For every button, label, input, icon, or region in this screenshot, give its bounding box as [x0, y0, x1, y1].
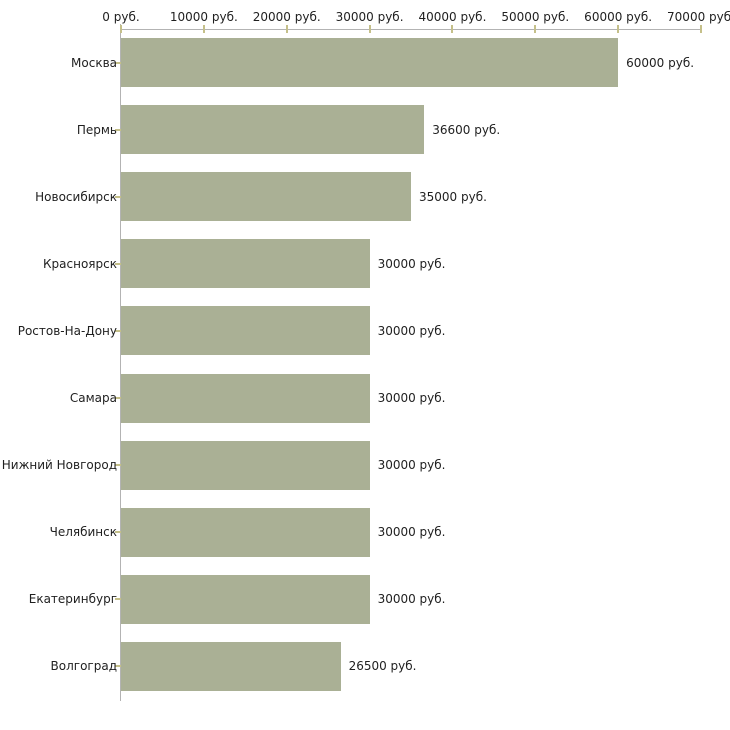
y-axis-line: [120, 24, 121, 701]
x-axis-label: 50000 руб.: [501, 10, 570, 24]
category-label: Челябинск: [49, 525, 117, 540]
bar: [121, 641, 341, 691]
category-label: Нижний Новгород: [1, 458, 117, 473]
x-axis-tick-mark: [202, 25, 205, 33]
bar: [121, 574, 370, 624]
x-axis-label: 70000 руб.: [667, 10, 730, 24]
value-label: 26500 руб.: [348, 659, 417, 674]
x-axis-label: 30000 руб.: [335, 10, 404, 24]
category-tick-mark: [115, 61, 121, 64]
x-axis-tick-mark: [120, 25, 122, 33]
x-axis-label: 40000 руб.: [418, 10, 487, 24]
value-label: 30000 руб.: [377, 323, 446, 338]
x-axis-tick-mark: [700, 25, 702, 33]
category-label: Екатеринбург: [28, 592, 117, 607]
bar: [121, 507, 370, 557]
value-label: 30000 руб.: [377, 592, 446, 607]
bar: [121, 440, 370, 490]
x-axis-label: 0 руб.: [102, 10, 140, 24]
x-axis-tick-mark: [368, 25, 371, 33]
category-label: Самара: [69, 391, 117, 406]
x-axis-tick-mark: [534, 25, 537, 33]
category-label: Пермь: [76, 122, 117, 137]
x-axis-label: 20000 руб.: [252, 10, 321, 24]
x-axis-label: 10000 руб.: [169, 10, 238, 24]
category-tick-mark: [115, 531, 121, 534]
category-label: Новосибирск: [35, 189, 117, 204]
value-label: 30000 руб.: [377, 256, 446, 271]
bar: [121, 105, 425, 155]
value-label: 30000 руб.: [377, 391, 446, 406]
category-tick-mark: [115, 598, 121, 601]
category-tick-mark: [115, 464, 121, 467]
value-label: 30000 руб.: [377, 458, 446, 473]
bar: [121, 239, 370, 289]
category-label: Ростов-На-Дону: [17, 323, 117, 338]
category-label: Москва: [71, 55, 117, 70]
value-label: 36600 руб.: [432, 122, 501, 137]
value-label: 35000 руб.: [419, 189, 487, 204]
value-label: 60000 руб.: [626, 55, 695, 70]
bar: [121, 172, 411, 222]
x-axis-tick-mark: [285, 25, 288, 33]
category-tick-mark: [115, 195, 121, 198]
x-axis-tick-mark: [451, 25, 454, 33]
category-tick-mark: [115, 128, 121, 131]
value-label: 30000 руб.: [377, 525, 446, 540]
x-axis-line: [121, 29, 702, 30]
category-label: Волгоград: [50, 659, 117, 674]
x-axis-tick-mark: [617, 25, 620, 33]
bar: [121, 373, 370, 423]
category-label: Красноярск: [43, 256, 117, 271]
category-tick-mark: [115, 665, 121, 668]
bar: [121, 38, 619, 88]
bar: [121, 306, 370, 356]
category-tick-mark: [115, 329, 121, 332]
category-tick-mark: [115, 262, 121, 265]
category-tick-mark: [115, 397, 121, 400]
x-axis-label: 60000 руб.: [584, 10, 653, 24]
